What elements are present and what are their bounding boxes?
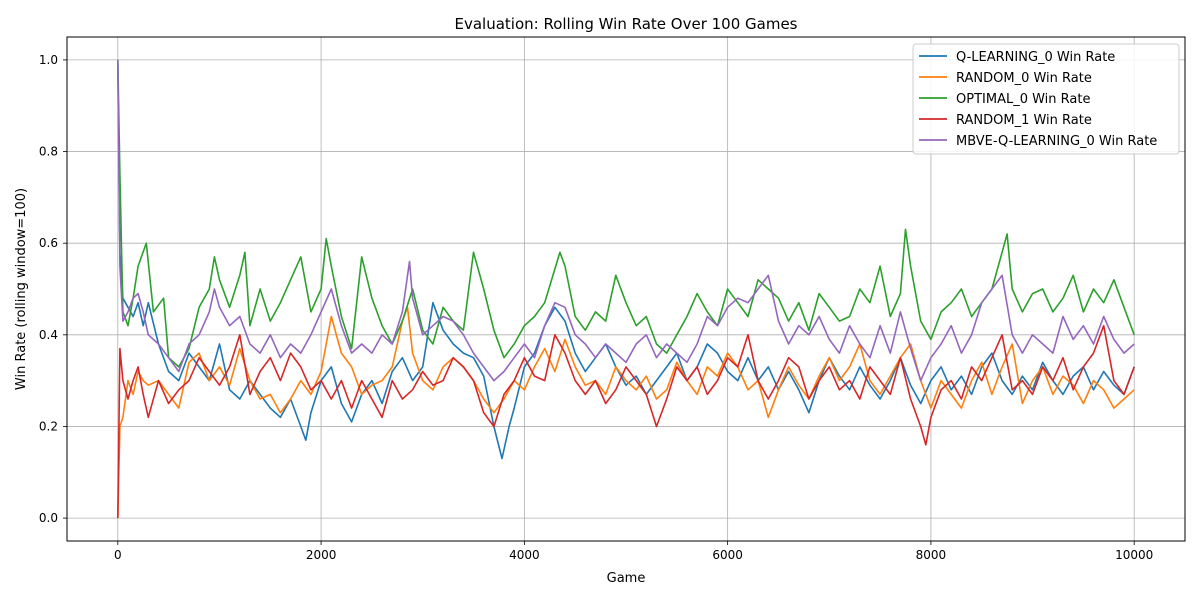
- series-line-4: [117, 59, 1135, 382]
- legend: Q-LEARNING_0 Win Rate RANDOM_0 Win Rate OP…: [912, 43, 1180, 155]
- y-tick-label: 0.6: [39, 236, 58, 250]
- series-line-1: [117, 306, 1135, 519]
- y-axis-ticks: 0.0 0.2 0.4 0.6 0.8 1.0: [39, 53, 67, 525]
- legend-label-2: OPTIMAL_0 Win Rate: [956, 92, 1090, 107]
- y-tick-label: 0.2: [39, 419, 58, 433]
- x-tick-label: 0: [114, 548, 122, 562]
- x-tick-label: 2000: [306, 548, 337, 562]
- x-tick-label: 8000: [916, 548, 947, 562]
- legend-label-1: RANDOM_0 Win Rate: [956, 71, 1092, 86]
- series-lines: [117, 59, 1135, 519]
- y-axis-label: Win Rate (rolling window=100): [14, 188, 29, 390]
- legend-label-4: MBVE-Q-LEARNING_0 Win Rate: [956, 134, 1157, 149]
- y-tick-label: 1.0: [39, 53, 58, 67]
- legend-box: [912, 43, 1180, 155]
- legend-label-0: Q-LEARNING_0 Win Rate: [956, 50, 1115, 65]
- series-line-2: [117, 59, 1135, 368]
- x-axis-ticks: 0 2000 4000 6000 8000 10000: [114, 541, 1153, 562]
- chart-title: Evaluation: Rolling Win Rate Over 100 Ga…: [454, 15, 797, 33]
- series-line-3: [117, 324, 1135, 519]
- x-tick-label: 4000: [509, 548, 540, 562]
- legend-label-3: RANDOM_1 Win Rate: [956, 113, 1092, 128]
- y-tick-label: 0.0: [39, 511, 58, 525]
- y-tick-label: 0.4: [39, 328, 58, 342]
- y-tick-label: 0.8: [39, 145, 58, 159]
- x-axis-label: Game: [607, 571, 646, 586]
- x-tick-label: 10000: [1115, 548, 1153, 562]
- plot-frame: [66, 36, 1186, 542]
- x-tick-label: 6000: [712, 548, 743, 562]
